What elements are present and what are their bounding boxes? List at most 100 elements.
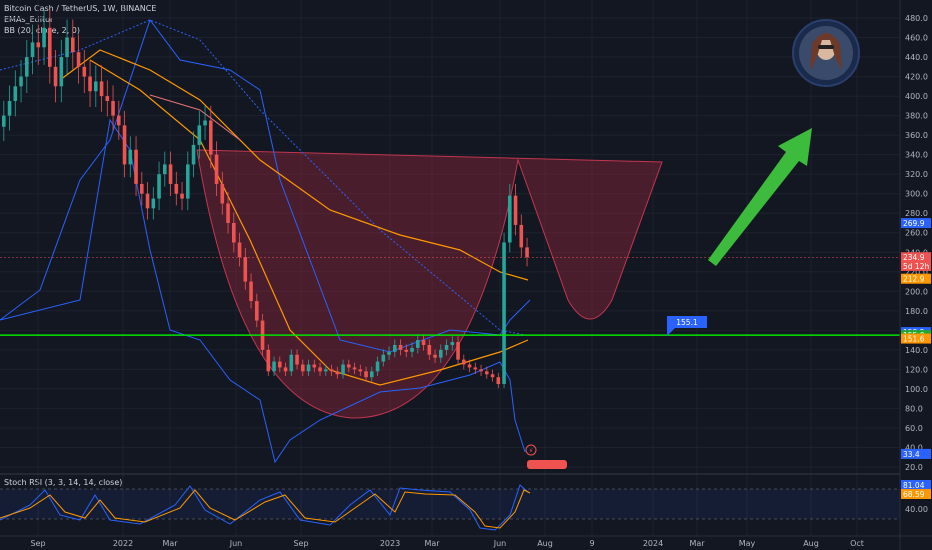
candle-body [508,195,512,243]
time-tick-label: 2024 [643,539,663,548]
candle-body [220,183,225,204]
candle-body [479,369,483,372]
candle-body [404,349,409,352]
candle-body [272,361,276,372]
support-label: 155.1 [676,318,698,327]
bb-basis [0,19,526,336]
candle-body [312,364,317,368]
price-tick-label: 180.0 [905,307,928,316]
candle-body [65,37,69,58]
candle-body [25,57,29,77]
candle-body [456,342,460,360]
time-tick-label: 9 [589,539,594,548]
rsi-tick-label: 40.00 [905,505,928,514]
candle-body [519,224,524,248]
rsi-band [0,489,900,519]
ema-lines [59,49,529,386]
candle-body [485,371,489,375]
price-tick-label: 360.0 [905,131,928,140]
price-tag-label: 5d 12h [903,262,929,271]
candle-body [174,183,179,194]
rsi-indicator-label[interactable]: Stoch RSI (3, 3, 14, 14, close) [4,478,123,487]
candle-body [111,100,115,116]
price-tick-label: 200.0 [905,287,928,296]
candle-body [191,144,196,165]
candle-body [105,96,110,101]
candle-body [324,369,328,372]
candle-body [393,344,397,352]
chart-legend: Bitcoin Cash / TetherUS, 1W, BINANCE EMA… [4,3,156,36]
candle-body [502,242,506,385]
cup-shape [196,149,663,419]
cup-pattern-overlay [196,149,663,419]
avatar-hair [810,33,842,70]
candle-body [375,361,380,372]
ema-short [89,59,529,386]
avatar-glasses [818,45,834,49]
price-tick-label: 20.0 [905,463,923,472]
price-tick-label: 320.0 [905,170,928,179]
candle-body [180,193,184,199]
candle-body [462,359,466,365]
arrow-shape [708,128,812,266]
avatar[interactable] [792,19,860,87]
rsi-tag-box [901,480,931,490]
candle-body [387,351,391,355]
candle-body [168,164,173,184]
price-tick-label: 60.0 [905,424,923,433]
price-tick-label: 100.0 [905,385,928,394]
price-tag-label: 212.9 [903,275,925,284]
candle-body [329,369,334,372]
candle-body [278,361,282,368]
price-tag-label: 269.9 [903,219,925,228]
support-label-flag[interactable]: 155.1 [667,316,707,336]
green-arrow[interactable] [708,128,812,266]
candle-body [203,120,207,126]
dividend-badges[interactable] [527,460,567,469]
price-tick-label: 80.0 [905,404,923,413]
flash-icon[interactable] [525,444,537,456]
time-tick-label: Aug [803,539,819,548]
time-tick-label: Mar [162,539,178,548]
time-tick-label: Aug [537,539,553,548]
time-tick-label: Mar [689,539,705,548]
price-tag-box [901,218,931,229]
time-axis[interactable]: Sep 2022 Mar Jun Sep 2023 Mar Jun Aug 9 2024 Mar May… [0,535,932,548]
candle-body [163,164,167,175]
price-tick-label: 440.0 [905,53,928,62]
ema-indicator-label[interactable]: EMAs_Editor [4,15,54,24]
candle-body [128,149,133,165]
rsi-tag-label: 68.59 [903,490,925,499]
time-tick-label: May [739,539,756,548]
candle-body [157,174,161,199]
candle-body [381,354,386,362]
ema-long [59,49,529,281]
event-badges[interactable]: ⚡ [525,444,567,469]
price-tick-label: 120.0 [905,365,928,374]
candle-body [7,100,12,116]
bb-indicator-label[interactable]: BB (20, close, 2, 0) [4,26,80,35]
candle-body [197,125,202,145]
candle-body [335,371,340,375]
candle-body [490,374,495,378]
time-tick-label: Oct [850,539,864,548]
price-tag-box [901,273,931,284]
candle-body [76,52,81,67]
candle-body [427,344,432,355]
symbol-title[interactable]: Bitcoin Cash / TetherUS, 1W, BINANCE [4,4,157,13]
support-flag-shape [667,316,707,336]
candle-body [140,183,144,194]
candle-body [306,364,311,372]
candle-body [370,371,374,378]
price-tick-label: 140.0 [905,346,928,355]
candle-body [237,242,242,258]
candle-body [226,203,230,223]
candle-body [318,367,322,372]
candle-body [42,27,46,48]
candle-body [13,86,18,101]
candle-body [82,66,87,77]
candle-body [439,349,443,358]
candle-body [122,125,127,165]
